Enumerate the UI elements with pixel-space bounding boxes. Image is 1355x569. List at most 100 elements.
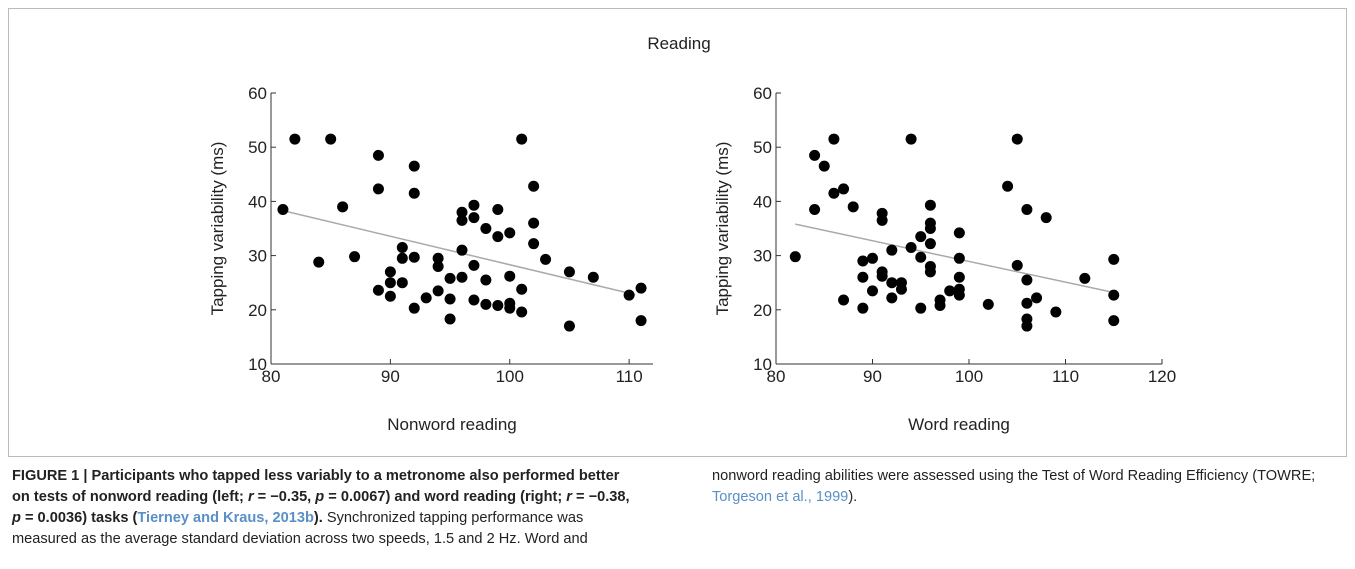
caption-text: FIGURE 1 | Participants who tapped less …	[12, 468, 620, 505]
point	[915, 251, 927, 263]
point	[809, 149, 821, 161]
point	[504, 302, 516, 314]
point	[905, 133, 917, 145]
point	[337, 201, 349, 213]
point	[349, 251, 361, 263]
caption-text: Tierney and Kraus, 2013b	[137, 510, 314, 526]
point	[915, 231, 927, 243]
point	[1108, 253, 1120, 265]
point	[408, 251, 420, 263]
point	[847, 201, 859, 213]
point	[1050, 306, 1062, 318]
point	[857, 255, 869, 267]
point	[838, 294, 850, 306]
point	[789, 251, 801, 263]
point	[635, 315, 647, 327]
point	[587, 271, 599, 283]
point	[1040, 212, 1052, 224]
x-axis-label: Word reading	[908, 415, 1010, 434]
point	[277, 204, 289, 216]
point	[623, 289, 635, 301]
point	[372, 149, 384, 161]
point	[528, 217, 540, 229]
figure: Reading 10 20 30 40 50 60 80 90 100 110 Nonword re…	[8, 8, 1347, 457]
point	[384, 290, 396, 302]
x-tick-label: 110	[616, 367, 643, 386]
y-tick-label: 40	[248, 192, 267, 211]
point	[384, 277, 396, 289]
point	[924, 238, 936, 250]
y-tick-label: 50	[753, 138, 772, 157]
caption-text: r	[247, 489, 254, 505]
point	[982, 298, 994, 310]
point	[432, 252, 444, 264]
point	[934, 299, 946, 311]
point	[456, 214, 468, 226]
caption-text: p	[315, 489, 325, 505]
point	[468, 212, 480, 224]
charts: Reading 10 20 30 40 50 60 80 90 100 110 Nonword re…	[208, 34, 1176, 434]
point	[468, 259, 480, 271]
y-axis-label: Tapping variability (ms)	[713, 142, 732, 316]
point	[408, 302, 420, 314]
caption-text: = 0.0067) and word reading (right;	[324, 489, 567, 505]
caption-text: = −0.35,	[253, 489, 316, 505]
point	[1011, 133, 1023, 145]
point	[857, 271, 869, 283]
point	[384, 266, 396, 278]
caption-text: = −0.38,	[571, 489, 630, 505]
point	[396, 241, 408, 253]
point	[480, 223, 492, 234]
point	[953, 252, 965, 264]
point	[372, 183, 384, 195]
point	[456, 206, 468, 218]
x-tick-label: 90	[863, 367, 882, 386]
point	[838, 183, 850, 195]
x-tick-label: 80	[262, 367, 281, 386]
point	[905, 241, 917, 253]
y-axis-label: Tapping variability (ms)	[208, 142, 227, 316]
point	[516, 133, 528, 145]
point	[1021, 274, 1033, 286]
y-tick-label: 10	[248, 355, 267, 374]
x-tick-label: 80	[767, 367, 786, 386]
point	[1002, 180, 1014, 192]
point	[857, 302, 869, 314]
point	[528, 238, 540, 250]
x-tick-label: 90	[381, 367, 400, 386]
figure-title: Reading	[647, 34, 710, 53]
point	[480, 298, 492, 310]
point	[924, 223, 936, 234]
point	[528, 180, 540, 192]
point	[1021, 297, 1033, 309]
caption-text: ).	[848, 489, 858, 505]
point	[953, 289, 965, 301]
point	[915, 302, 927, 314]
point	[420, 292, 432, 304]
point	[456, 271, 468, 283]
point	[867, 285, 878, 297]
point	[828, 133, 840, 145]
point	[809, 204, 821, 216]
point	[504, 227, 516, 239]
point	[408, 160, 420, 172]
point	[563, 320, 575, 332]
caption-text: = 0.0036) tasks (	[20, 510, 138, 526]
point	[818, 160, 830, 172]
point	[313, 256, 325, 268]
point	[1108, 315, 1120, 327]
x-tick-label: 100	[955, 367, 983, 386]
point	[867, 252, 878, 264]
caption-text: Torgeson et al., 1999	[712, 489, 849, 505]
point	[492, 231, 504, 243]
x-tick-label: 100	[496, 367, 524, 386]
point	[468, 294, 480, 306]
point	[516, 306, 528, 318]
point	[504, 270, 516, 282]
point	[480, 274, 492, 286]
point	[1021, 320, 1033, 332]
point	[540, 253, 552, 265]
x-axis-label: Nonword reading	[387, 415, 516, 434]
point	[432, 260, 444, 272]
